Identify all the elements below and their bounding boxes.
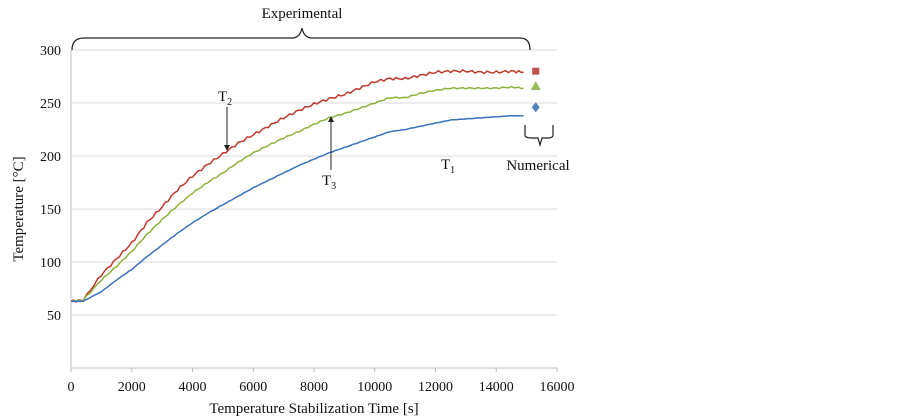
x-tick-label: 14000: [479, 380, 514, 395]
numerical-markers: [530, 67, 541, 113]
svg-text:T3: T3: [322, 173, 336, 192]
t3-label: T: [322, 173, 331, 189]
arrow-up-icon: [328, 116, 334, 122]
t2-label: T: [218, 89, 227, 105]
y-tick-label: 250: [40, 97, 61, 112]
y-tick-label: 150: [40, 203, 61, 218]
t1-label: T: [441, 157, 450, 173]
x-tick-label: 12000: [418, 380, 453, 395]
x-axis-title: Temperature Stabilization Time [s]: [209, 401, 418, 417]
y-tick-label: 200: [40, 150, 61, 165]
numerical-label: Numerical: [506, 158, 569, 174]
t3-annotation: T3: [322, 116, 336, 192]
y-tick-label: 50: [47, 309, 61, 324]
y-tick-label: 100: [40, 256, 61, 271]
x-tick-label: 6000: [239, 380, 267, 395]
experimental-brace: [71, 27, 531, 51]
gridlines: [71, 49, 557, 316]
x-tick-label: 16000: [540, 380, 575, 395]
series-line-t1: [70, 114, 524, 303]
t1-sub: 1: [450, 165, 455, 176]
svg-text:T2: T2: [218, 89, 232, 108]
arrow-down-icon: [224, 145, 230, 151]
series-line-t3: [70, 85, 524, 302]
x-tick-label: 4000: [179, 380, 207, 395]
series-lines: [70, 68, 524, 304]
series-line-t2: [70, 68, 524, 304]
y-tick-label: 300: [40, 44, 61, 59]
y-axis-title: Temperature [°C]: [11, 156, 27, 261]
numerical-brace: [524, 125, 554, 148]
x-tick-label: 2000: [118, 380, 146, 395]
x-tick-label: 8000: [300, 380, 328, 395]
x-tick-label: 10000: [357, 380, 392, 395]
t2-annotation: T2: [218, 89, 232, 151]
numerical-marker-t2: [532, 67, 540, 75]
t1-annotation: T1: [441, 157, 455, 176]
numerical-marker-t3: [530, 81, 541, 91]
t2-sub: 2: [227, 97, 232, 108]
x-tick-label: 0: [68, 380, 75, 395]
t3-sub: 3: [331, 181, 336, 192]
numerical-marker-t1: [531, 102, 540, 113]
tick-labels: 50 100 150 200 250 300 0 2000 4000 6000 8000 10000 1…: [40, 44, 575, 395]
experimental-label: Experimental: [262, 6, 343, 22]
